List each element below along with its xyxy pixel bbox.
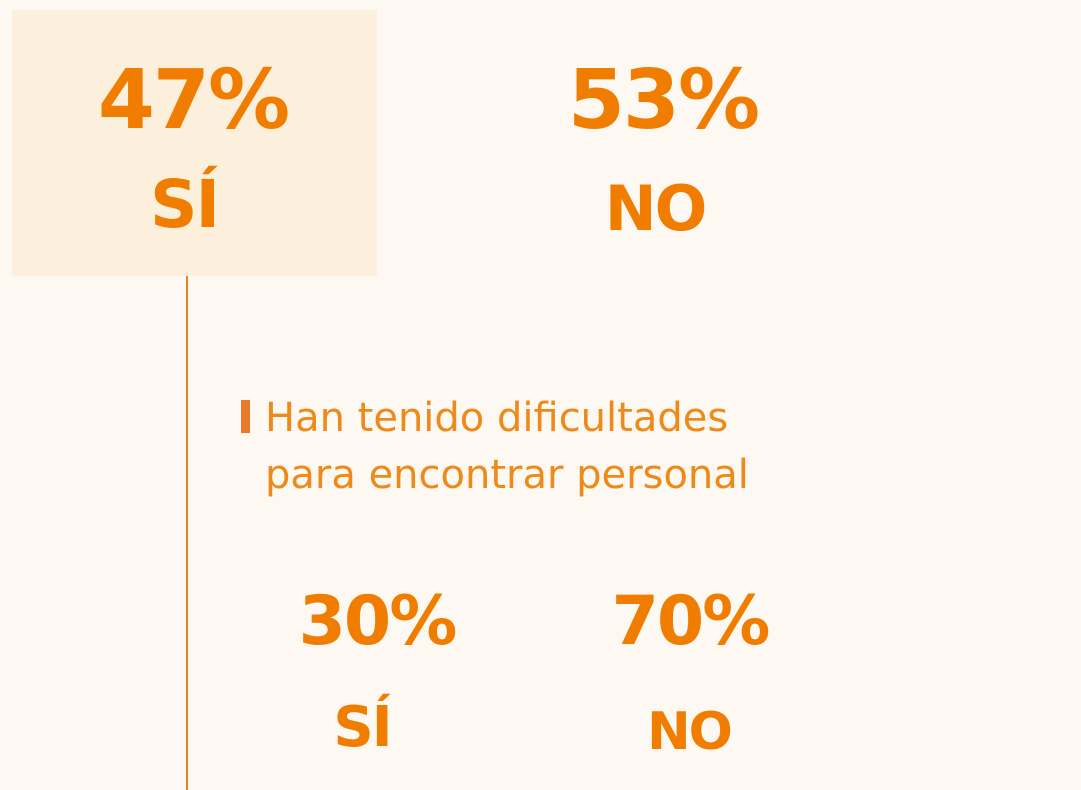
top-no-value: 53% bbox=[567, 53, 760, 148]
bottom-yes-label: SÍ bbox=[333, 695, 392, 760]
top-yes-label: SÍ bbox=[149, 166, 220, 243]
top-no-label: NO bbox=[604, 172, 708, 245]
bottom-no-value: 70% bbox=[611, 582, 771, 661]
highlight-box bbox=[12, 10, 377, 276]
connector-line bbox=[186, 276, 188, 790]
top-yes-value: 47% bbox=[97, 53, 290, 148]
question-line: para encontrar personal bbox=[265, 452, 749, 498]
question-line: Han tenido dificultades bbox=[265, 395, 729, 441]
bottom-yes-value: 30% bbox=[298, 582, 458, 661]
bottom-no-label: NO bbox=[647, 702, 733, 762]
question-marker bbox=[241, 400, 250, 433]
